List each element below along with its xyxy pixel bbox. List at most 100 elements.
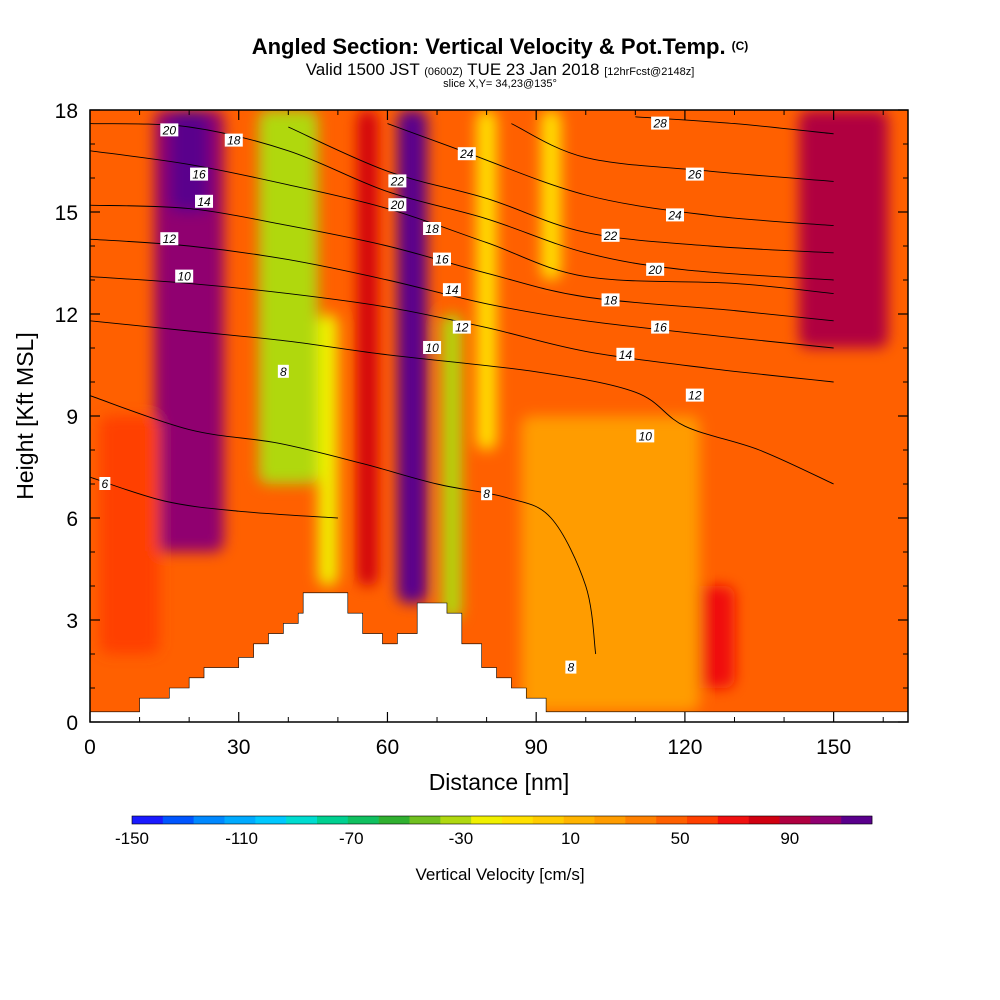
colorbar-swatch xyxy=(132,816,164,824)
colorbar-swatch xyxy=(317,816,349,824)
colorbar-tick-label: 90 xyxy=(780,829,799,848)
theta-contour xyxy=(90,150,834,295)
terrain xyxy=(90,592,908,722)
contour-label: 22 xyxy=(388,174,407,188)
contour-label: 18 xyxy=(224,133,243,148)
x-tick-label: 150 xyxy=(816,736,851,759)
theta-contour xyxy=(90,320,834,485)
theta-contour xyxy=(90,123,834,281)
contour-label: 14 xyxy=(616,347,635,362)
velocity-feature xyxy=(357,110,378,586)
contour-label-text: 28 xyxy=(652,117,667,131)
contour-label: 8 xyxy=(565,660,577,675)
contour-label-text: 22 xyxy=(390,174,405,188)
contour-label: 18 xyxy=(423,222,442,236)
colorbar-swatch xyxy=(594,816,626,824)
contour-label: 8 xyxy=(277,364,289,379)
x-tick-label: 120 xyxy=(667,736,702,759)
theta-contour xyxy=(288,126,834,254)
contour-label: 10 xyxy=(175,269,194,284)
colorbar-frame xyxy=(131,815,873,825)
colorbar-swatch xyxy=(224,816,256,824)
contour-label-text: 18 xyxy=(227,134,241,148)
contour-label: 24 xyxy=(457,147,476,161)
colorbar-tick-label: 10 xyxy=(561,829,580,848)
contour-label: 6 xyxy=(99,477,111,491)
contour-label-text: 12 xyxy=(688,389,702,403)
contour-label: 20 xyxy=(388,198,407,212)
colorbar-swatch xyxy=(286,816,318,824)
colorbar-swatch xyxy=(255,816,287,824)
y-tick-label: 15 xyxy=(55,202,78,225)
colorbar-swatch xyxy=(717,816,749,824)
colorbar: -150 -110 -70 -30 10 50 90 xyxy=(115,815,873,848)
y-tick-label: 12 xyxy=(55,304,78,327)
colorbar-swatch xyxy=(440,816,472,824)
contour-label: 28 xyxy=(651,116,670,131)
contour-label-text: 8 xyxy=(568,661,575,675)
colorbar-swatch xyxy=(625,816,657,824)
colorbar-tick-label: 50 xyxy=(671,829,690,848)
velocity-feature xyxy=(318,314,338,586)
x-tick-label: 60 xyxy=(376,736,399,759)
colorbar-swatch xyxy=(162,816,194,824)
subtitle-zulu: (0600Z) xyxy=(424,66,463,78)
contour-label-text: 22 xyxy=(603,229,618,243)
colorbar-swatch xyxy=(687,816,719,824)
contour-label-text: 14 xyxy=(619,348,633,362)
contour-label: 18 xyxy=(601,293,620,307)
contour-label: 20 xyxy=(646,262,665,277)
colorbar-tick-label: -70 xyxy=(339,829,364,848)
velocity-feature xyxy=(521,416,700,712)
x-tick-label: 30 xyxy=(227,736,250,759)
contour-label: 12 xyxy=(160,232,179,246)
contour-label-text: 18 xyxy=(425,222,439,236)
contour-label: 14 xyxy=(442,283,461,297)
contour-label: 26 xyxy=(685,167,704,182)
colorbar-swatch xyxy=(563,816,595,824)
contour-label-text: 24 xyxy=(667,208,682,222)
velocity-feature xyxy=(798,110,889,348)
contour-label-text: 16 xyxy=(192,168,206,182)
theta-contour xyxy=(90,395,597,655)
subtitle-date: TUE 23 Jan 2018 xyxy=(467,60,600,79)
colorbar-swatch xyxy=(656,816,688,824)
contour-label: 16 xyxy=(432,252,451,267)
colorbar-swatch xyxy=(347,816,379,824)
contour-label: 12 xyxy=(685,388,704,403)
contour-label: 10 xyxy=(423,341,442,355)
theta-contour-labels: 20 18 16 14 12 10 8 6 22 20 24 18 16 14 12 10 8 28 26 24 22 2… xyxy=(99,116,704,675)
velocity-feature xyxy=(476,110,497,450)
contour-label-text: 10 xyxy=(639,429,653,443)
slice-info: slice X,Y= 34,23@135° xyxy=(443,78,557,90)
x-axis-label: Distance [nm] xyxy=(429,769,570,795)
contour-label: 16 xyxy=(651,320,670,335)
contour-label: 16 xyxy=(190,167,209,182)
contour-label-text: 20 xyxy=(390,198,405,212)
contour-label-text: 8 xyxy=(483,487,490,501)
contour-label-text: 20 xyxy=(647,263,662,277)
y-tick-label: 6 xyxy=(66,508,78,531)
colorbar-swatch xyxy=(409,816,441,824)
contour-label-text: 8 xyxy=(280,365,287,379)
velocity-feature xyxy=(441,314,462,620)
velocity-feature xyxy=(541,110,561,280)
contour-label: 8 xyxy=(481,487,493,501)
subtitle-forecast: [12hrFcst@2148z] xyxy=(604,66,695,78)
chart-title: Angled Section: Vertical Velocity & Pot.… xyxy=(251,34,749,59)
title-mark: (C) xyxy=(731,39,749,53)
contour-label-text: 10 xyxy=(178,270,192,284)
contour-label-text: 14 xyxy=(197,195,211,209)
contour-label-text: 16 xyxy=(653,321,667,335)
contour-label: 22 xyxy=(601,228,620,243)
x-tick-label: 0 xyxy=(84,736,96,759)
colorbar-swatch xyxy=(841,816,873,824)
contour-label: 12 xyxy=(452,320,471,335)
colorbar-swatch xyxy=(471,816,503,824)
velocity-field-background xyxy=(90,110,908,722)
velocity-feature xyxy=(99,416,160,654)
contour-label-text: 12 xyxy=(455,321,469,335)
colorbar-swatch xyxy=(378,816,410,824)
theta-contour xyxy=(511,123,834,182)
